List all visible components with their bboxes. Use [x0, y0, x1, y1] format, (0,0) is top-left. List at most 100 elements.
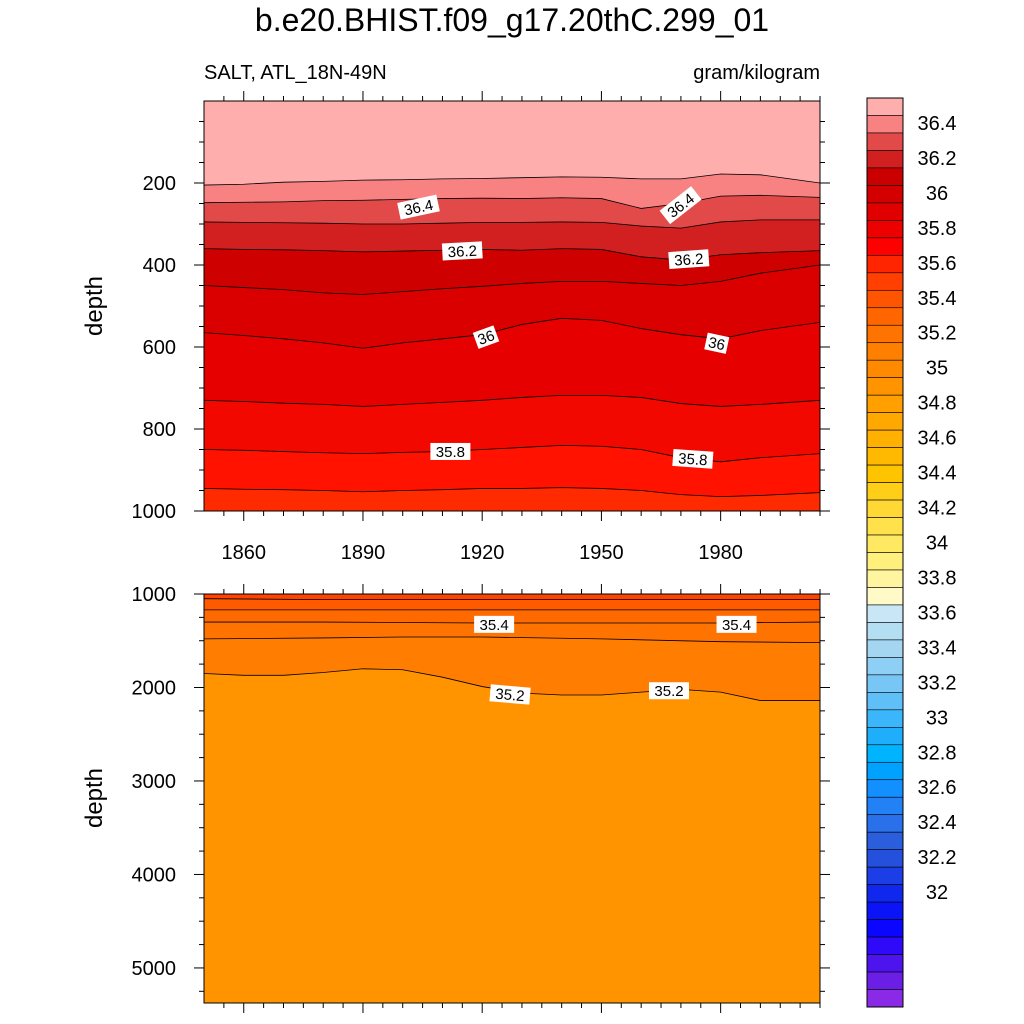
- colorbar-swatch: [866, 202, 904, 221]
- svg-text:36.2: 36.2: [674, 251, 704, 270]
- colorbar-swatch: [866, 289, 904, 309]
- colorbar-swatch: [866, 971, 904, 990]
- svg-text:35.4: 35.4: [722, 617, 751, 634]
- colorbar-swatch: [866, 779, 904, 798]
- colorbar-swatch: [866, 429, 904, 448]
- contour-line-35.5: [204, 598, 820, 601]
- y-tick-label: 1000: [132, 584, 177, 606]
- colorbar-label: 34.2: [918, 498, 957, 520]
- svg-text:35.8: 35.8: [436, 444, 465, 461]
- colorbar-label: 33.6: [918, 602, 957, 624]
- colorbar-swatch: [866, 272, 904, 291]
- colorbar-label: 36.4: [918, 113, 957, 135]
- colorbar-label: 33: [926, 707, 948, 729]
- colorbar-label: 35.4: [918, 288, 957, 310]
- colorbar-swatch: [866, 814, 904, 833]
- colorbar-swatch: [866, 657, 904, 676]
- contour-label: 36.2: [668, 249, 710, 270]
- colorbar-swatch: [866, 622, 904, 641]
- colorbar-swatch: [866, 604, 904, 623]
- colorbar-swatch: [866, 115, 904, 134]
- contour-line-35.8: [204, 394, 820, 407]
- colorbar-swatch: [866, 185, 904, 204]
- colorbar-swatch: [866, 692, 904, 711]
- colorbar-label: 34.6: [918, 428, 957, 450]
- colorbar-label: 35: [926, 358, 948, 380]
- contour-line-35.6: [204, 487, 820, 498]
- colorbar-swatch: [866, 132, 904, 151]
- svg-text:36: 36: [476, 327, 497, 349]
- colorbar-swatch: [866, 849, 904, 868]
- contour-line-36.4: [204, 173, 820, 186]
- colorbar-label: 35.8: [918, 218, 957, 240]
- colorbar-swatch: [866, 150, 904, 169]
- colorbar-swatch: [866, 569, 904, 588]
- colorbar-label: 34.4: [918, 463, 957, 485]
- contour-label: 36.4: [397, 194, 440, 220]
- contour-label: 35.4: [474, 615, 515, 634]
- contour-line-35.9: [204, 317, 820, 349]
- colorbar-legend: 36.4 36.2 36 35.8 35.6 35.4 35.2 35 34.8 34.6 34.4…: [866, 97, 957, 1008]
- contour-label: 35.8: [430, 442, 471, 461]
- colorbar-swatch: [866, 412, 904, 431]
- colorbar-label: 33.4: [918, 637, 957, 659]
- colorbar-swatch: [866, 342, 904, 361]
- colorbar-label: 32.2: [918, 847, 957, 869]
- colorbar-swatch: [866, 97, 904, 116]
- variable-region-subtitle: SALT, ATL_18N-49N: [204, 62, 387, 84]
- x-tick-label: 1980: [698, 542, 743, 564]
- contour-label: 35.4: [716, 615, 757, 634]
- x-tick-label: 1920: [460, 542, 505, 564]
- colorbar-swatch: [866, 324, 904, 344]
- svg-text:35.4: 35.4: [480, 617, 509, 634]
- y-tick-label: 600: [143, 337, 176, 359]
- colorbar-swatch: [866, 587, 904, 606]
- y-tick-label: 200: [143, 173, 176, 195]
- y-tick-label: 3000: [132, 771, 177, 793]
- colorbar-swatch: [866, 989, 904, 1008]
- colorbar-label: 34: [926, 533, 948, 555]
- colorbar-label: 32.6: [918, 777, 957, 799]
- y-tick-label: 800: [143, 419, 176, 441]
- colorbar-swatch: [866, 394, 904, 413]
- units-subtitle: gram/kilogram: [693, 62, 820, 84]
- colorbar-label: 33.8: [918, 567, 957, 589]
- x-tick-label: 1860: [221, 542, 266, 564]
- colorbar-swatch: [866, 534, 904, 553]
- y-axis-label: depth: [81, 768, 108, 828]
- svg-text:36.2: 36.2: [447, 243, 477, 262]
- svg-text:35.2: 35.2: [654, 683, 683, 700]
- colorbar-label: 32: [926, 882, 948, 904]
- contour-line-35.3: [204, 636, 820, 644]
- colorbar-swatch: [866, 482, 904, 501]
- colorbar-swatch: [866, 919, 904, 938]
- y-tick-label: 400: [143, 255, 176, 277]
- contour-label: 36: [472, 325, 500, 349]
- colorbar-swatch: [866, 831, 904, 850]
- colorbar-swatch: [866, 761, 904, 781]
- svg-text:35.2: 35.2: [495, 686, 526, 705]
- colorbar-swatch: [866, 359, 904, 378]
- deep-ocean-panel: 35.4 35.4 35.2 35.2 1000 2000 3000 4000 5000 dept…: [81, 584, 830, 1013]
- colorbar-label: 34.8: [918, 393, 957, 415]
- x-tick-label: 1890: [341, 542, 386, 564]
- contour-label: 35.8: [672, 448, 714, 469]
- contour-band-35.2: [204, 668, 820, 1003]
- svg-text:36: 36: [707, 334, 727, 354]
- colorbar-swatch: [866, 220, 904, 239]
- contour-band-35.6: [204, 487, 820, 511]
- colorbar-swatch: [866, 377, 904, 396]
- contour-label: 36.2: [441, 241, 483, 262]
- colorbar-swatch: [866, 307, 904, 326]
- y-tick-label: 1000: [132, 501, 177, 523]
- colorbar-label: 35.6: [918, 253, 957, 275]
- colorbar-label: 32.4: [918, 812, 957, 834]
- colorbar-swatch: [866, 517, 904, 536]
- x-tick-label: 1950: [579, 542, 624, 564]
- colorbar-swatch: [866, 674, 904, 693]
- colorbar-swatch: [866, 639, 904, 658]
- contour-label: 35.2: [489, 684, 531, 705]
- colorbar-label: 36.2: [918, 148, 957, 170]
